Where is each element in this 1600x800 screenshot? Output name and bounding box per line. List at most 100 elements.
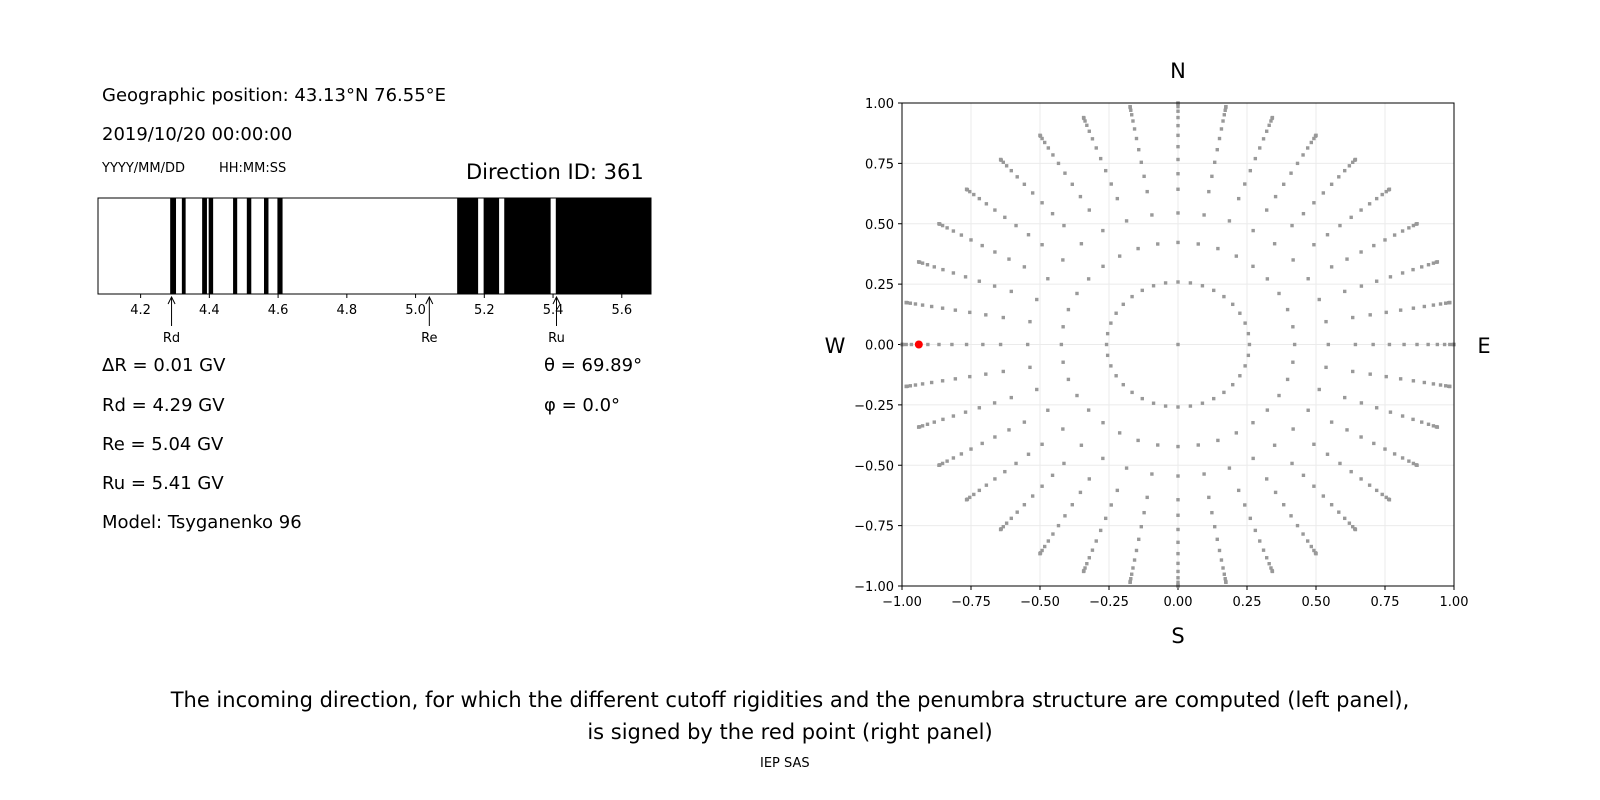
direction-point — [968, 495, 972, 500]
direction-point — [1353, 342, 1358, 347]
scatter-frame — [901, 102, 1455, 587]
direction-point — [1176, 540, 1180, 545]
direction-point — [1261, 548, 1266, 552]
direction-point — [1349, 215, 1353, 220]
marker-label-ru: Ru — [548, 331, 565, 346]
direction-point — [1420, 420, 1424, 424]
direction-point — [1289, 514, 1293, 518]
direction-point — [1001, 160, 1005, 165]
direction-point — [1426, 342, 1430, 347]
direction-point — [1321, 191, 1326, 195]
direction-point — [913, 302, 918, 306]
direction-point — [1176, 115, 1180, 120]
direction-point — [1407, 226, 1411, 230]
direction-point — [963, 275, 968, 279]
direction-point — [1338, 223, 1342, 228]
direction-point — [1265, 477, 1269, 481]
direction-point — [1001, 369, 1005, 374]
direction-point — [1001, 524, 1005, 529]
direction-point — [1156, 242, 1160, 246]
forbidden-band — [504, 198, 551, 294]
direction-point — [1066, 307, 1071, 312]
direction-point — [940, 223, 945, 228]
direction-point — [1210, 510, 1214, 515]
direction-point — [1202, 213, 1206, 217]
direction-point — [1359, 435, 1363, 439]
direction-point — [1422, 380, 1427, 385]
direction-point — [1083, 119, 1087, 123]
direction-point — [1163, 281, 1168, 285]
direction-point — [1056, 523, 1061, 528]
direction-point — [1207, 189, 1211, 194]
direction-point — [1431, 424, 1436, 428]
direction-point — [1338, 461, 1342, 466]
direction-point — [1176, 474, 1180, 478]
direction-point — [940, 461, 945, 466]
direction-point — [1347, 521, 1352, 525]
direction-point — [981, 342, 985, 347]
direction-point — [1085, 123, 1089, 127]
direction-point — [1387, 187, 1392, 191]
direction-point — [1028, 319, 1032, 324]
direction-point — [1426, 263, 1431, 267]
direction-point — [1407, 459, 1411, 463]
direction-point — [1222, 113, 1226, 117]
direction-point — [1124, 219, 1129, 223]
direction-point — [1026, 233, 1031, 237]
credit: IEP SAS — [760, 756, 810, 771]
direction-point — [1291, 258, 1295, 262]
direction-point — [1343, 395, 1347, 400]
direction-point — [920, 424, 925, 428]
direction-point — [1040, 442, 1044, 446]
marker-label-rd: Rd — [163, 331, 180, 346]
x-tick-label: 5.2 — [474, 303, 495, 318]
direction-point — [1411, 306, 1416, 310]
direction-point — [1368, 313, 1372, 317]
direction-point — [1359, 250, 1363, 254]
direction-point — [1004, 521, 1009, 525]
direction-point — [1081, 569, 1086, 574]
direction-point — [1210, 174, 1214, 179]
compass-e: E — [1477, 334, 1490, 358]
direction-point — [1101, 456, 1105, 461]
direction-point — [1359, 208, 1363, 212]
y-tick-label: 0.75 — [865, 157, 894, 172]
direction-point — [1142, 174, 1146, 179]
direction-point — [1435, 342, 1440, 347]
y-tick-label: 0.50 — [865, 218, 894, 233]
direction-point — [1213, 524, 1217, 529]
direction-point — [964, 342, 969, 347]
direction-point — [1150, 472, 1154, 476]
direction-point — [913, 383, 918, 387]
direction-point — [904, 300, 908, 305]
direction-point — [1114, 311, 1118, 315]
direction-point — [1291, 427, 1295, 431]
direction-point — [998, 157, 1003, 162]
direction-point — [1051, 153, 1055, 157]
direction-point — [1176, 569, 1180, 574]
direction-point — [1046, 408, 1050, 412]
direction-point — [1105, 353, 1110, 358]
direction-point — [1200, 284, 1205, 288]
direction-point — [1056, 161, 1061, 166]
direction-point — [1329, 420, 1334, 424]
direction-point — [1070, 503, 1074, 507]
y-tick-label: 1.00 — [865, 97, 894, 112]
direction-point — [1324, 365, 1328, 370]
direction-point — [1078, 194, 1083, 199]
direction-point — [1109, 364, 1113, 368]
direction-point — [1380, 492, 1384, 497]
direction-point — [1265, 277, 1270, 281]
direction-point — [1292, 342, 1297, 347]
model: Model: Tsyganenko 96 — [102, 512, 302, 533]
direction-point — [1309, 140, 1313, 145]
direction-point — [1131, 119, 1135, 123]
direction-point — [1130, 390, 1134, 395]
direction-point — [963, 410, 968, 414]
direction-point — [1312, 136, 1316, 141]
direction-point — [1114, 374, 1118, 378]
direction-point — [1224, 580, 1228, 585]
forbidden-band — [181, 198, 186, 294]
direction-point — [1314, 133, 1318, 138]
direction-point — [1387, 498, 1392, 502]
